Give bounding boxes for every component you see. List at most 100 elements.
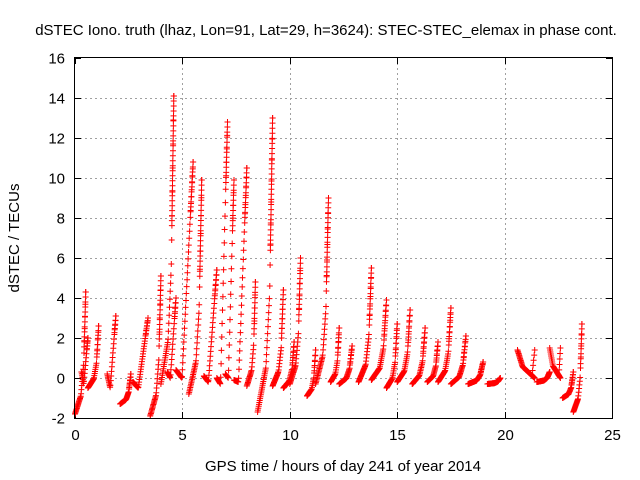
data-point	[267, 221, 274, 228]
data-point	[268, 206, 275, 213]
data-point	[222, 186, 229, 193]
data-point	[95, 323, 102, 329]
data-point	[156, 343, 163, 349]
data-point	[239, 274, 246, 281]
data-point	[265, 309, 272, 316]
data-point	[268, 171, 275, 177]
data-point	[169, 351, 175, 358]
data-point	[197, 222, 204, 229]
data-point	[367, 300, 374, 307]
data-point	[296, 285, 303, 292]
data-point	[252, 294, 258, 301]
data-point	[228, 253, 235, 260]
data-point	[227, 303, 234, 310]
data-point	[480, 359, 487, 365]
data-point	[297, 270, 304, 277]
data-point	[297, 255, 304, 261]
data-point	[269, 145, 276, 152]
data-point	[218, 360, 225, 367]
data-point	[263, 358, 270, 365]
data-point	[251, 310, 258, 317]
data-point	[170, 93, 177, 99]
data-point	[251, 320, 258, 327]
data-point	[322, 310, 329, 317]
data-point	[295, 318, 302, 324]
data-point	[221, 239, 228, 246]
data-point	[381, 322, 388, 329]
data-point	[251, 331, 257, 337]
data-point	[179, 359, 186, 366]
data-point	[180, 339, 187, 345]
data-point	[193, 357, 199, 364]
data-point	[143, 327, 150, 334]
data-point	[407, 307, 414, 313]
data-point	[320, 336, 327, 343]
data-point	[321, 326, 328, 333]
data-point	[268, 165, 275, 172]
x-tick-label: 0	[71, 427, 79, 444]
data-point	[197, 263, 203, 270]
data-point	[240, 247, 247, 254]
data-point	[392, 359, 399, 366]
data-point	[182, 304, 189, 311]
data-point	[184, 269, 191, 276]
data-point	[336, 325, 343, 331]
y-axis-label: dSTEC / TECUs	[6, 184, 23, 293]
data-point	[251, 315, 258, 322]
data-point	[462, 338, 469, 345]
data-point	[460, 354, 467, 361]
data-point	[530, 357, 537, 364]
data-point	[211, 292, 218, 299]
data-point	[198, 207, 205, 214]
data-point	[269, 135, 276, 142]
data-point	[236, 366, 242, 373]
data-point	[223, 169, 230, 176]
data-point	[229, 240, 236, 247]
data-point	[278, 344, 285, 351]
data-point	[213, 277, 219, 284]
data-point	[530, 362, 537, 369]
data-point	[406, 323, 413, 330]
data-point	[168, 237, 175, 243]
data-point	[556, 356, 563, 362]
data-point	[268, 196, 275, 203]
data-point	[367, 290, 374, 297]
data-point	[269, 125, 276, 132]
data-point	[220, 253, 227, 260]
data-point	[312, 352, 319, 359]
data-point	[268, 201, 275, 208]
data-point	[264, 337, 271, 344]
data-point	[251, 325, 258, 332]
data-point	[198, 177, 205, 183]
y-tick-label: -2	[52, 411, 65, 428]
data-point	[230, 182, 237, 189]
data-point	[185, 242, 192, 249]
data-point	[198, 197, 205, 204]
data-point	[267, 262, 274, 268]
data-point	[237, 320, 244, 327]
data-point	[198, 212, 204, 219]
data-point	[321, 331, 328, 338]
x-tick-label: 10	[282, 427, 299, 444]
data-point	[382, 312, 389, 319]
data-point	[367, 280, 374, 287]
data-point	[406, 312, 413, 319]
data-point	[367, 285, 374, 292]
data-point	[380, 342, 387, 349]
data-point	[319, 352, 326, 359]
data-point	[405, 328, 412, 335]
data-point	[394, 321, 401, 327]
data-point	[229, 217, 236, 224]
data-point	[296, 291, 303, 298]
data-point	[447, 305, 454, 311]
data-point	[266, 295, 273, 302]
data-point	[295, 330, 302, 337]
data-point	[366, 322, 373, 328]
data-point	[382, 307, 389, 314]
axis-ticks: 0 5 10 15 20 25 -2 0 2 4 6 8 10 12 14 16	[48, 51, 621, 445]
data-point	[546, 369, 553, 375]
data-point	[220, 280, 227, 287]
data-point	[213, 272, 220, 279]
data-point	[322, 315, 329, 322]
